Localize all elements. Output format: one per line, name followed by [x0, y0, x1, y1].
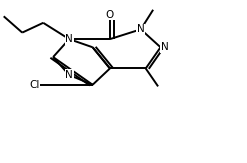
Text: N: N	[65, 34, 73, 44]
Text: N: N	[161, 42, 169, 52]
Text: O: O	[106, 10, 114, 20]
Text: N: N	[137, 24, 145, 34]
Text: Cl: Cl	[29, 80, 40, 90]
Text: N: N	[65, 70, 73, 80]
